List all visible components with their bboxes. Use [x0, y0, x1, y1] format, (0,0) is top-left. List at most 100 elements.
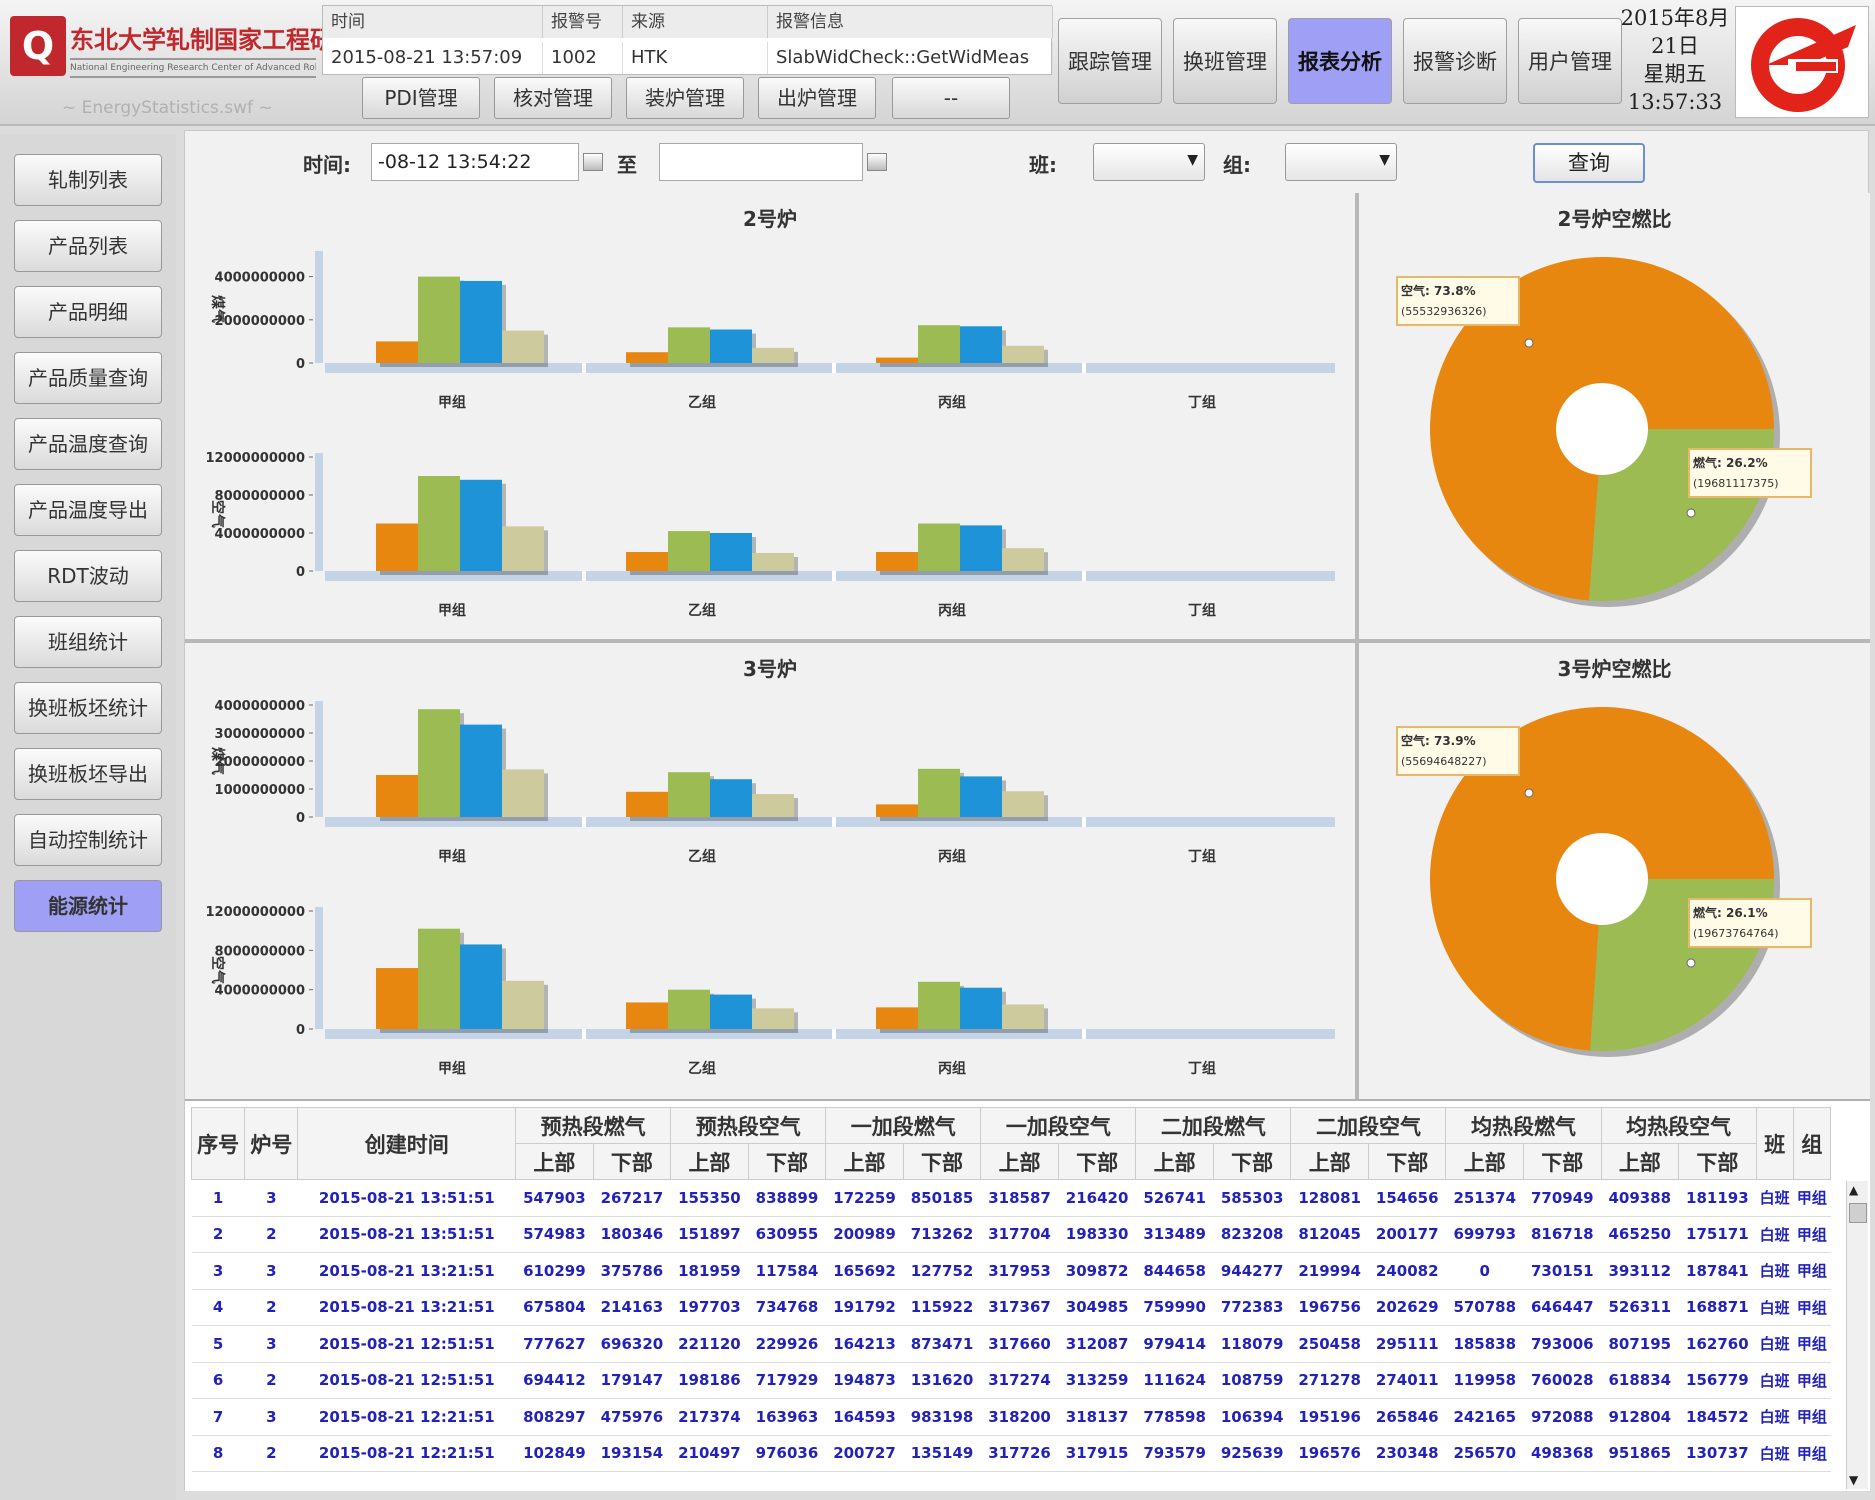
discharge-manage-button[interactable]: 出炉管理 [758, 77, 876, 119]
table-subheader-cell: 上部 [1290, 1143, 1369, 1180]
table-cell: 193154 [593, 1435, 671, 1472]
table-cell: 194873 [825, 1362, 904, 1399]
furnace2-pie-panel: 2号炉空燃比 空气: 73.8% (55532936326) 燃气: 26.2% (1… [1359, 193, 1870, 639]
scroll-down-icon[interactable]: ▼ [1849, 1473, 1859, 1487]
bar [626, 552, 668, 571]
table-row[interactable]: 2 2 2015-08-21 13:51:51 574983 180346 151897 6… [191, 1216, 1831, 1253]
panel-divider [1355, 193, 1359, 1099]
table-cell: 0 [1445, 1252, 1524, 1290]
end-time-input[interactable] [659, 143, 863, 181]
scroll-up-icon[interactable]: ▲ [1849, 1183, 1859, 1197]
pie-label-box [1688, 898, 1812, 948]
bar [918, 981, 960, 1029]
table-cell: 772383 [1213, 1289, 1291, 1326]
table-row[interactable]: 5 3 2015-08-21 12:51:51 777627 696320 221120 2… [191, 1325, 1831, 1363]
table-cell: 734768 [748, 1289, 826, 1326]
table-cell: 409388 [1601, 1179, 1679, 1217]
nav-alarm-diagnosis[interactable]: 报警诊断 [1403, 18, 1507, 104]
y-axis [315, 251, 323, 363]
x-tick-label: 乙组 [688, 1060, 716, 1077]
table-cell: 526741 [1135, 1179, 1214, 1217]
table-cell: 甲组 [1793, 1362, 1831, 1399]
table-cell: 甲组 [1793, 1179, 1831, 1217]
table-cell: 115922 [903, 1289, 981, 1326]
table-row[interactable]: 8 2 2015-08-21 12:21:51 102849 193154 210497 9… [191, 1435, 1831, 1472]
furnace3-pie-panel: 3号炉空燃比 空气: 73.9% (55694648227) 燃气: 26.1% (1… [1359, 643, 1870, 1099]
pie-label-value: (55694648227) [1401, 755, 1487, 768]
table-cell: 912804 [1601, 1398, 1679, 1436]
start-time-input[interactable]: -08-12 13:54:22 [371, 143, 579, 181]
nav-user[interactable]: 用户管理 [1518, 18, 1622, 104]
bar [502, 330, 544, 363]
shift-select[interactable]: ▼ [1093, 143, 1205, 181]
pie-label-text: 燃气: 26.2% [1693, 455, 1768, 470]
bar [876, 1007, 918, 1029]
scroll-thumb[interactable] [1849, 1203, 1867, 1223]
sidebar-item-product-detail[interactable]: 产品明细 [14, 286, 162, 338]
nav-tracking[interactable]: 跟踪管理 [1058, 18, 1162, 104]
to-label: 至 [617, 153, 637, 177]
table-scrollbar[interactable]: ▲ ▼ [1846, 1181, 1868, 1489]
end-calendar-icon[interactable] [867, 153, 887, 171]
sidebar-item-shift-slab-stats[interactable]: 换班板坯统计 [14, 682, 162, 734]
bar-shadow [880, 361, 922, 367]
sidebar-item-temp-query[interactable]: 产品温度查询 [14, 418, 162, 470]
table-cell: 180346 [593, 1216, 671, 1253]
sidebar-item-energy-stats[interactable]: 能源统计 [14, 880, 162, 932]
check-manage-button[interactable]: 核对管理 [494, 77, 612, 119]
table-row[interactable]: 1 3 2015-08-21 13:51:51 547903 267217 155350 8… [191, 1179, 1831, 1217]
table-cell: 3 [244, 1398, 298, 1436]
bar [960, 776, 1002, 817]
x-axis-baseline [325, 817, 1335, 827]
table-cell: 185838 [1445, 1325, 1524, 1363]
charge-manage-button[interactable]: 装炉管理 [626, 77, 744, 119]
table-cell: 164213 [825, 1325, 904, 1363]
sidebar-item-rolling-list[interactable]: 轧制列表 [14, 154, 162, 206]
y-axis [315, 907, 323, 1029]
table-cell: 214163 [593, 1289, 671, 1326]
sidebar-item-product-list[interactable]: 产品列表 [14, 220, 162, 272]
nav-shift[interactable]: 换班管理 [1173, 18, 1277, 104]
bar [1002, 791, 1044, 817]
sidebar-item-auto-control-stats[interactable]: 自动控制统计 [14, 814, 162, 866]
pdi-manage-button[interactable]: PDI管理 [362, 77, 480, 119]
extra-button[interactable]: -- [892, 77, 1010, 119]
sidebar-item-quality-query[interactable]: 产品质量查询 [14, 352, 162, 404]
table-cell: 196576 [1290, 1435, 1369, 1472]
table-cell: 151897 [670, 1216, 749, 1253]
query-button[interactable]: 查询 [1533, 143, 1645, 183]
y-tick-label: 0 [296, 811, 305, 826]
table-row[interactable]: 3 3 2015-08-21 13:21:51 610299 375786 181959 1… [191, 1252, 1831, 1290]
y-tick-label: 4000000000 [215, 699, 305, 714]
sidebar-item-team-stats[interactable]: 班组统计 [14, 616, 162, 668]
start-calendar-icon[interactable] [583, 153, 603, 171]
table-cell: 216420 [1058, 1179, 1136, 1217]
category-separator [582, 363, 586, 373]
sidebar-item-rdt[interactable]: RDT波动 [14, 550, 162, 602]
table-cell: 312087 [1058, 1325, 1136, 1363]
table-cell: 4 [191, 1289, 245, 1326]
bar [418, 476, 460, 571]
brand-logo-icon [1735, 6, 1869, 118]
nav-report[interactable]: 报表分析 [1288, 18, 1392, 104]
table-cell: 甲组 [1793, 1252, 1831, 1290]
alarm-source: HTK [623, 42, 768, 74]
table-row[interactable]: 7 3 2015-08-21 12:21:51 808297 475976 217374 1… [191, 1398, 1831, 1436]
table-header-cell: 二加段燃气 [1135, 1107, 1292, 1144]
sidebar-item-temp-export[interactable]: 产品温度导出 [14, 484, 162, 536]
table-cell: 1 [191, 1179, 245, 1217]
table-header-cell: 均热段燃气 [1445, 1107, 1602, 1144]
table-row[interactable]: 6 2 2015-08-21 12:51:51 694412 179147 198186 7… [191, 1362, 1831, 1399]
alarm-message: SlabWidCheck::GetWidMeas [768, 42, 1053, 74]
sidebar-item-shift-slab-export[interactable]: 换班板坯导出 [14, 748, 162, 800]
table-row[interactable]: 4 2 2015-08-21 13:21:51 675804 214163 197703 7… [191, 1289, 1831, 1326]
table-cell: 119958 [1445, 1362, 1524, 1399]
table-cell: 256570 [1445, 1435, 1524, 1472]
table-cell: 770949 [1523, 1179, 1602, 1217]
shift-label: 班: [1029, 153, 1057, 177]
table-cell: 823208 [1213, 1216, 1291, 1253]
table-cell: 730151 [1523, 1252, 1602, 1290]
group-select[interactable]: ▼ [1285, 143, 1397, 181]
table-header-cell: 炉号 [244, 1107, 299, 1180]
table-subheader-cell: 下部 [1523, 1143, 1602, 1180]
